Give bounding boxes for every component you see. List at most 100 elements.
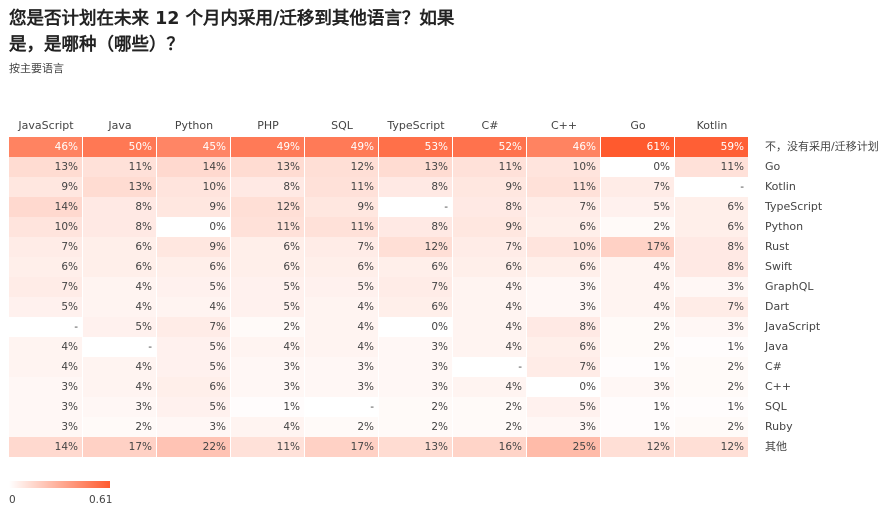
heatmap-cell: 6% bbox=[157, 257, 230, 277]
heatmap-cell: 4% bbox=[83, 377, 156, 397]
row-label: Rust bbox=[765, 240, 790, 253]
heatmap-cell: 4% bbox=[157, 297, 230, 317]
heatmap-cell: 6% bbox=[83, 237, 156, 257]
heatmap-cell: 6% bbox=[379, 257, 452, 277]
heatmap-cell: - bbox=[453, 357, 526, 377]
heatmap-cell: 3% bbox=[9, 397, 82, 417]
heatmap-cell: 3% bbox=[527, 297, 600, 317]
heatmap-cell: 6% bbox=[527, 217, 600, 237]
heatmap-cell: 10% bbox=[9, 217, 82, 237]
heatmap-cell: 8% bbox=[83, 197, 156, 217]
heatmap-cell: 5% bbox=[601, 197, 674, 217]
row-label: C# bbox=[765, 360, 782, 373]
heatmap-cell: 5% bbox=[305, 277, 378, 297]
heatmap-cell: 3% bbox=[379, 337, 452, 357]
heatmap-cell: 8% bbox=[453, 197, 526, 217]
heatmap-cell: 7% bbox=[527, 357, 600, 377]
heatmap-cell: 4% bbox=[83, 357, 156, 377]
heatmap-cell: 11% bbox=[675, 157, 748, 177]
heatmap-cell: 1% bbox=[231, 397, 304, 417]
heatmap-cell: 1% bbox=[675, 337, 748, 357]
heatmap-cell: 2% bbox=[83, 417, 156, 437]
heatmap-cell: 4% bbox=[453, 377, 526, 397]
heatmap-cell: 49% bbox=[305, 137, 378, 157]
heatmap-cell: 6% bbox=[453, 257, 526, 277]
heatmap-cell: 7% bbox=[527, 197, 600, 217]
heatmap-cell: 3% bbox=[9, 377, 82, 397]
heatmap-cell: 2% bbox=[453, 417, 526, 437]
heatmap-cell: 5% bbox=[83, 317, 156, 337]
heatmap-cell: 5% bbox=[231, 297, 304, 317]
heatmap-cell: 14% bbox=[157, 157, 230, 177]
heatmap-cell: 4% bbox=[231, 417, 304, 437]
heatmap-cell: 17% bbox=[305, 437, 378, 457]
heatmap-cell: 3% bbox=[231, 357, 304, 377]
heatmap-cell: 6% bbox=[527, 337, 600, 357]
heatmap-cell: 2% bbox=[675, 357, 748, 377]
row-label: Ruby bbox=[765, 420, 793, 433]
heatmap-cell: 3% bbox=[675, 317, 748, 337]
heatmap-cell: 5% bbox=[231, 277, 304, 297]
heatmap-cell: 4% bbox=[453, 317, 526, 337]
heatmap-cell: 50% bbox=[83, 137, 156, 157]
heatmap-cell: 8% bbox=[675, 237, 748, 257]
row-label: Dart bbox=[765, 300, 790, 313]
heatmap-cell: 4% bbox=[231, 337, 304, 357]
heatmap-cell: 3% bbox=[379, 357, 452, 377]
heatmap-cell: 5% bbox=[157, 337, 230, 357]
heatmap-cell: 4% bbox=[305, 317, 378, 337]
heatmap-cell: 5% bbox=[157, 277, 230, 297]
heatmap-cell: 6% bbox=[675, 217, 748, 237]
heatmap-cell: 12% bbox=[379, 237, 452, 257]
chart-title: 您是否计划在未来 12 个月内采用/迁移到其他语言？如果是，是哪种（哪些）？ bbox=[9, 9, 455, 55]
heatmap-cell: 5% bbox=[9, 297, 82, 317]
legend-min-label: 0 bbox=[9, 494, 16, 506]
heatmap-cell: 8% bbox=[83, 217, 156, 237]
heatmap-cell: 10% bbox=[527, 237, 600, 257]
heatmap-cell: 0% bbox=[379, 317, 452, 337]
heatmap-cell: 2% bbox=[305, 417, 378, 437]
heatmap-cell: 11% bbox=[527, 177, 600, 197]
heatmap-cell: 52% bbox=[453, 137, 526, 157]
heatmap-cell: - bbox=[9, 317, 82, 337]
row-label: JavaScript bbox=[765, 320, 821, 333]
heatmap-cell: 8% bbox=[527, 317, 600, 337]
heatmap-cell: 6% bbox=[305, 257, 378, 277]
column-header: C# bbox=[481, 119, 499, 132]
heatmap-cell: 9% bbox=[157, 197, 230, 217]
heatmap-cell: 8% bbox=[675, 257, 748, 277]
heatmap-cell: 3% bbox=[527, 277, 600, 297]
heatmap-cell: 9% bbox=[157, 237, 230, 257]
heatmap-cell: 2% bbox=[601, 337, 674, 357]
heatmap-cell: 0% bbox=[527, 377, 600, 397]
heatmap-cell: 5% bbox=[157, 397, 230, 417]
legend-max-label: 0.61 bbox=[89, 494, 113, 506]
heatmap-cell: 2% bbox=[601, 217, 674, 237]
heatmap-cell: 3% bbox=[305, 357, 378, 377]
heatmap-cell: 5% bbox=[527, 397, 600, 417]
heatmap-cell: 6% bbox=[675, 197, 748, 217]
heatmap-cell: 4% bbox=[453, 277, 526, 297]
row-label: Java bbox=[765, 340, 789, 353]
heatmap-cell: 0% bbox=[157, 217, 230, 237]
row-label: TypeScript bbox=[765, 200, 823, 213]
heatmap-cell: 7% bbox=[157, 317, 230, 337]
heatmap-cell: 3% bbox=[305, 377, 378, 397]
heatmap-cell: 3% bbox=[9, 417, 82, 437]
heatmap-cell: 6% bbox=[83, 257, 156, 277]
heatmap-cell: - bbox=[379, 197, 452, 217]
column-header: SQL bbox=[331, 119, 353, 132]
heatmap-cell: 17% bbox=[601, 237, 674, 257]
heatmap-cell: - bbox=[305, 397, 378, 417]
heatmap-cell: 9% bbox=[9, 177, 82, 197]
heatmap-cell: 13% bbox=[379, 157, 452, 177]
heatmap-cell: 12% bbox=[601, 437, 674, 457]
heatmap-cell: 7% bbox=[601, 177, 674, 197]
heatmap-cell: 10% bbox=[157, 177, 230, 197]
heatmap-cell: 0% bbox=[601, 157, 674, 177]
heatmap-cell: 3% bbox=[231, 377, 304, 397]
heatmap-cell: 16% bbox=[453, 437, 526, 457]
heatmap-cell: 11% bbox=[305, 177, 378, 197]
heatmap-cell: 4% bbox=[601, 257, 674, 277]
column-header: Python bbox=[174, 119, 214, 132]
